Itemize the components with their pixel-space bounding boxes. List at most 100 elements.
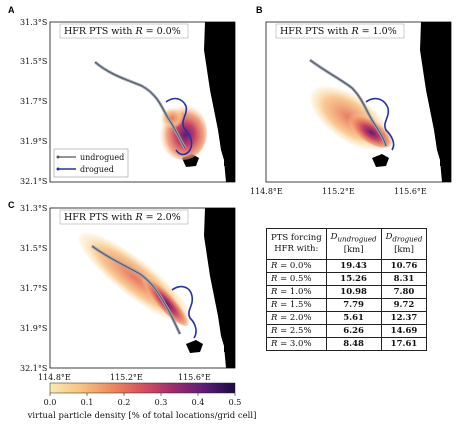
panel-letter: A	[8, 5, 15, 15]
table-header-cell: Ddrogued [km]	[380, 228, 428, 260]
drogued-track	[365, 97, 395, 151]
table-cell-undrogued: 6.26	[325, 324, 382, 338]
row-variable: R	[271, 326, 278, 336]
table-row: R = 2.0% 5.61 12.37	[266, 311, 428, 325]
colorbar-tick-label: 0.4	[192, 398, 205, 407]
x-tick-label: 114.8°E	[250, 187, 283, 196]
header-text: PTS forcing	[271, 233, 322, 243]
undrogued-track	[309, 59, 387, 147]
row-value: = 0.5%	[277, 274, 312, 284]
x-ticks: 114.8°E 115.2°E 115.6°E	[250, 187, 427, 196]
table-row: R = 0.5% 15.26 8.31	[266, 272, 428, 286]
table-cell-forcing: R = 3.0%	[266, 337, 327, 351]
y-ticks: 31.3°S 31.5°S 31.7°S 31.9°S 32.1°S	[20, 204, 47, 373]
table-cell-forcing: R = 1.0%	[266, 285, 327, 299]
row-variable: R	[271, 300, 278, 310]
header-unit: [km]	[394, 244, 414, 255]
colorbar-tick-label: 0.2	[118, 398, 131, 407]
drogued-track	[171, 285, 197, 339]
row-variable: R	[271, 339, 278, 349]
y-tick-label: 31.7°S	[20, 97, 47, 106]
panel-c: C HFR PTS with R = 2.0% 31.3°S 31.5°S 31…	[8, 200, 236, 382]
table-header-cell: PTS forcing HFR with:	[266, 228, 327, 260]
y-tick-label: 31.5°S	[20, 244, 47, 253]
y-tick-label: 32.1°S	[20, 364, 47, 373]
table-cell-undrogued: 8.48	[325, 337, 382, 351]
table-row: R = 1.0% 10.98 7.80	[266, 285, 428, 299]
header-subscript: drogued	[392, 234, 423, 244]
panel-title: HFR PTS with R = 0.0%	[64, 26, 181, 37]
header-unit: [km]	[343, 244, 364, 255]
distance-table: PTS forcing HFR with: Dundrogued [km] Ddro…	[266, 228, 428, 351]
y-tick-label: 31.3°S	[20, 204, 47, 213]
island	[186, 340, 203, 353]
table-cell-undrogued: 10.98	[325, 285, 382, 299]
table-body: R = 0.0% 19.43 10.76 R = 0.5% 15.26 8.31 R = 1…	[266, 259, 428, 351]
undrogued-track	[91, 245, 181, 335]
row-variable: R	[271, 313, 278, 323]
panel-a: A undrogued drogued HFR PTS with R = 0.0…	[8, 5, 236, 186]
land-mass	[204, 208, 235, 368]
y-tick-label: 31.5°S	[20, 57, 47, 66]
header-symbol: D	[330, 232, 338, 243]
colorbar-bar	[49, 382, 236, 394]
row-variable: R	[271, 274, 278, 284]
panel-letter: B	[256, 5, 263, 15]
undrogued-track	[94, 61, 186, 149]
colorbar-label: virtual particle density [% of total loc…	[27, 411, 257, 421]
table-cell-forcing: R = 2.5%	[266, 324, 327, 338]
legend-box	[53, 148, 129, 178]
row-value: = 3.0%	[277, 339, 312, 349]
panel-letter: C	[8, 200, 15, 210]
table-cell-forcing: R = 2.0%	[266, 311, 327, 325]
island	[372, 154, 389, 167]
panel-b: B HFR PTS with R = 1.0% 114.8°E 115.2°E …	[250, 5, 452, 196]
table-row: R = 0.0% 19.43 10.76	[266, 259, 428, 273]
row-variable: R	[271, 261, 278, 271]
legend-label-drogued: drogued	[80, 165, 114, 174]
header-symbol: D	[385, 232, 393, 243]
header-text: HFR with:	[274, 244, 319, 254]
colorbar-ticks: 0.0 0.1 0.2 0.3 0.4 0.5	[44, 393, 242, 407]
row-value: = 0.0%	[277, 261, 312, 271]
y-tick-label: 31.3°S	[20, 18, 47, 27]
colorbar-tick-label: 0.1	[81, 398, 94, 407]
colorbar: 0.0 0.1 0.2 0.3 0.4 0.5 virtual particle dens…	[27, 382, 257, 421]
x-tick-label: 114.8°E	[38, 373, 71, 382]
x-tick-label: 115.6°E	[394, 187, 427, 196]
table-header-row: PTS forcing HFR with: Dundrogued [km] Ddro…	[266, 228, 428, 260]
colorbar-tick-label: 0.5	[229, 398, 242, 407]
density-field	[347, 112, 393, 148]
table-row: R = 2.5% 6.26 14.69	[266, 324, 428, 338]
panel-title: HFR PTS with R = 2.0%	[64, 212, 181, 223]
header-subscript: undrogued	[337, 234, 377, 244]
colorbar-tick-label: 0.3	[155, 398, 168, 407]
row-value: = 1.0%	[277, 287, 312, 297]
x-ticks: 114.8°E 115.2°E 115.6°E	[38, 373, 211, 382]
table-row: R = 3.0% 8.48 17.61	[266, 337, 428, 351]
table-row: R = 1.5% 7.79 9.72	[266, 298, 428, 312]
table-cell-undrogued: 7.79	[325, 298, 382, 312]
colorbar-tick-label: 0.0	[44, 398, 57, 407]
x-tick-label: 115.2°E	[322, 187, 355, 196]
legend-label-undrogued: undrogued	[80, 153, 124, 162]
y-tick-label: 31.7°S	[20, 284, 47, 293]
island	[224, 160, 227, 166]
y-tick-label: 32.1°S	[20, 177, 47, 186]
x-tick-label: 115.2°E	[110, 373, 143, 382]
row-variable: R	[271, 287, 278, 297]
table-cell-undrogued: 5.61	[325, 311, 382, 325]
row-value: = 1.5%	[277, 300, 312, 310]
table-cell-drogued: 17.61	[380, 337, 428, 351]
table-cell-drogued: 10.76	[380, 259, 428, 273]
row-value: = 2.5%	[277, 326, 312, 336]
y-ticks: 31.3°S 31.5°S 31.7°S 31.9°S 32.1°S	[20, 18, 47, 186]
table-cell-undrogued: 15.26	[325, 272, 382, 286]
panel-title: HFR PTS with R = 1.0%	[280, 26, 397, 37]
table-cell-drogued: 14.69	[380, 324, 428, 338]
table-cell-forcing: R = 0.0%	[266, 259, 327, 273]
island	[224, 346, 227, 352]
table-cell-drogued: 9.72	[380, 298, 428, 312]
land-mass	[420, 22, 451, 182]
